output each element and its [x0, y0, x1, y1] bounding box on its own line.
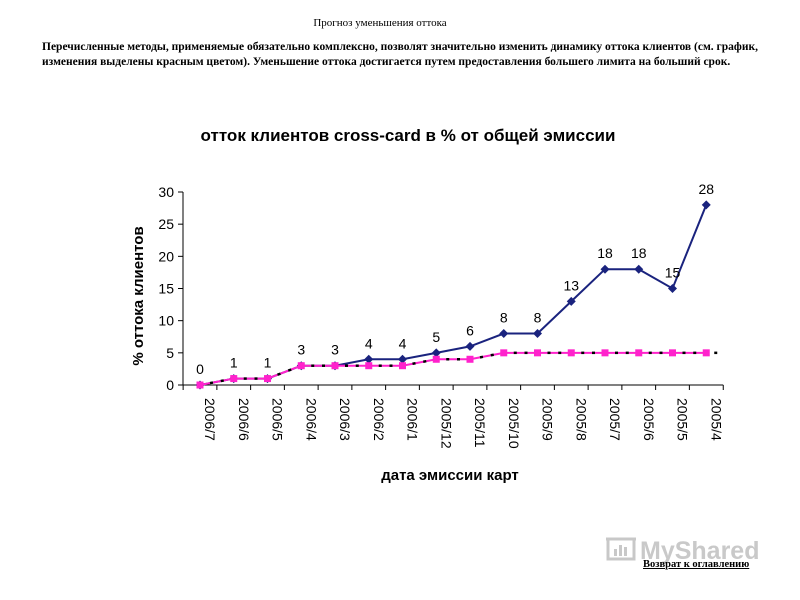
forecast-dash — [277, 372, 281, 376]
original-series-point — [533, 329, 542, 339]
forecast-dash — [479, 355, 484, 359]
forecast-series-point — [669, 349, 676, 357]
data-label: 3 — [331, 342, 339, 358]
x-tick-label: 2005/4 — [708, 398, 724, 441]
x-tick-label: 2005/10 — [506, 398, 522, 449]
forecast-dash — [220, 379, 224, 383]
forecast-series-point — [567, 349, 575, 357]
data-label: 13 — [563, 277, 579, 293]
data-label: 18 — [631, 245, 647, 261]
y-tick-label: 25 — [158, 216, 174, 232]
x-tick-label: 2006/5 — [270, 398, 286, 441]
y-tick-label: 30 — [158, 184, 174, 200]
x-tick-label: 2006/4 — [303, 398, 319, 441]
data-label: 8 — [500, 310, 508, 326]
original-series-point — [499, 329, 509, 339]
original-series-point — [364, 354, 374, 364]
forecast-series-line — [199, 351, 707, 386]
x-tick-label: 2005/6 — [641, 398, 657, 441]
x-tick-label: 2005/5 — [675, 398, 691, 441]
myshared-logo-icon — [606, 537, 636, 561]
data-label: 4 — [365, 335, 373, 351]
original-series-point — [431, 348, 441, 358]
forecast-series-point — [331, 362, 339, 370]
x-tick-label: 2005/8 — [573, 398, 589, 441]
chart-title: отток клиентов cross-card в % от общей э… — [201, 126, 616, 145]
data-label: 18 — [597, 245, 613, 261]
x-tick-label: 2005/12 — [438, 398, 454, 449]
original-series-point — [668, 284, 677, 293]
data-label: 28 — [698, 181, 714, 197]
data-label: 5 — [432, 329, 440, 345]
original-series-point — [634, 264, 644, 274]
forecast-series-point — [399, 362, 406, 370]
data-label: 3 — [297, 342, 305, 358]
data-label: 8 — [534, 310, 542, 326]
forecast-series-point — [466, 355, 474, 363]
y-tick-label: 15 — [158, 281, 174, 297]
forecast-series-point — [500, 349, 508, 357]
y-tick-label: 10 — [158, 313, 174, 329]
forecast-series-point — [297, 362, 305, 370]
forecast-dash — [423, 359, 427, 363]
data-label: 1 — [230, 355, 238, 371]
original-series-point — [465, 341, 475, 351]
data-label: 15 — [665, 265, 681, 281]
x-tick-label: 2006/2 — [371, 398, 387, 441]
forecast-dash — [209, 381, 214, 385]
x-tick-label: 2006/7 — [202, 398, 218, 441]
data-label: 0 — [196, 361, 204, 377]
intro-paragraph: Перечисленные методы, применяемые обязат… — [42, 41, 758, 68]
back-to-contents-link[interactable]: Возврат к оглавлению — [643, 559, 750, 570]
forecast-dash — [412, 362, 416, 366]
x-tick-label: 2005/11 — [472, 398, 488, 448]
x-tick-label: 2005/7 — [607, 398, 623, 441]
forecast-series-point — [432, 355, 440, 363]
forecast-series-point — [264, 375, 271, 383]
original-series-point — [398, 354, 407, 364]
x-tick-label: 2006/3 — [337, 398, 353, 441]
y-axis-title: % оттока клиентов — [130, 226, 147, 365]
y-tick-label: 0 — [166, 377, 174, 393]
original-series-point — [566, 296, 576, 306]
data-label: 1 — [264, 355, 272, 371]
forecast-series-point — [635, 349, 643, 357]
forecast-series-point — [365, 362, 373, 370]
forecast-series-point — [601, 349, 609, 357]
original-series-point — [600, 264, 610, 274]
watermark-text: MyShared — [640, 537, 760, 565]
forecast-dash — [287, 368, 292, 372]
x-tick-label: 2006/6 — [236, 398, 252, 441]
forecast-series-point — [196, 381, 204, 389]
y-tick-label: 5 — [166, 345, 174, 361]
data-label: 6 — [466, 322, 474, 338]
forecast-series-point — [230, 375, 238, 383]
original-series-point — [701, 200, 711, 210]
page-caption: Прогноз уменьшения оттока — [313, 17, 447, 29]
forecast-series-point — [702, 349, 710, 357]
x-tick-label: 2005/9 — [540, 398, 556, 441]
data-label: 4 — [399, 335, 407, 351]
x-tick-label: 2006/1 — [405, 398, 421, 441]
x-axis-title: дата эмиссии карт — [381, 467, 519, 484]
forecast-dash — [490, 353, 494, 357]
forecast-series-point — [534, 349, 541, 357]
original-series-line — [199, 204, 708, 386]
y-tick-label: 20 — [158, 248, 174, 264]
